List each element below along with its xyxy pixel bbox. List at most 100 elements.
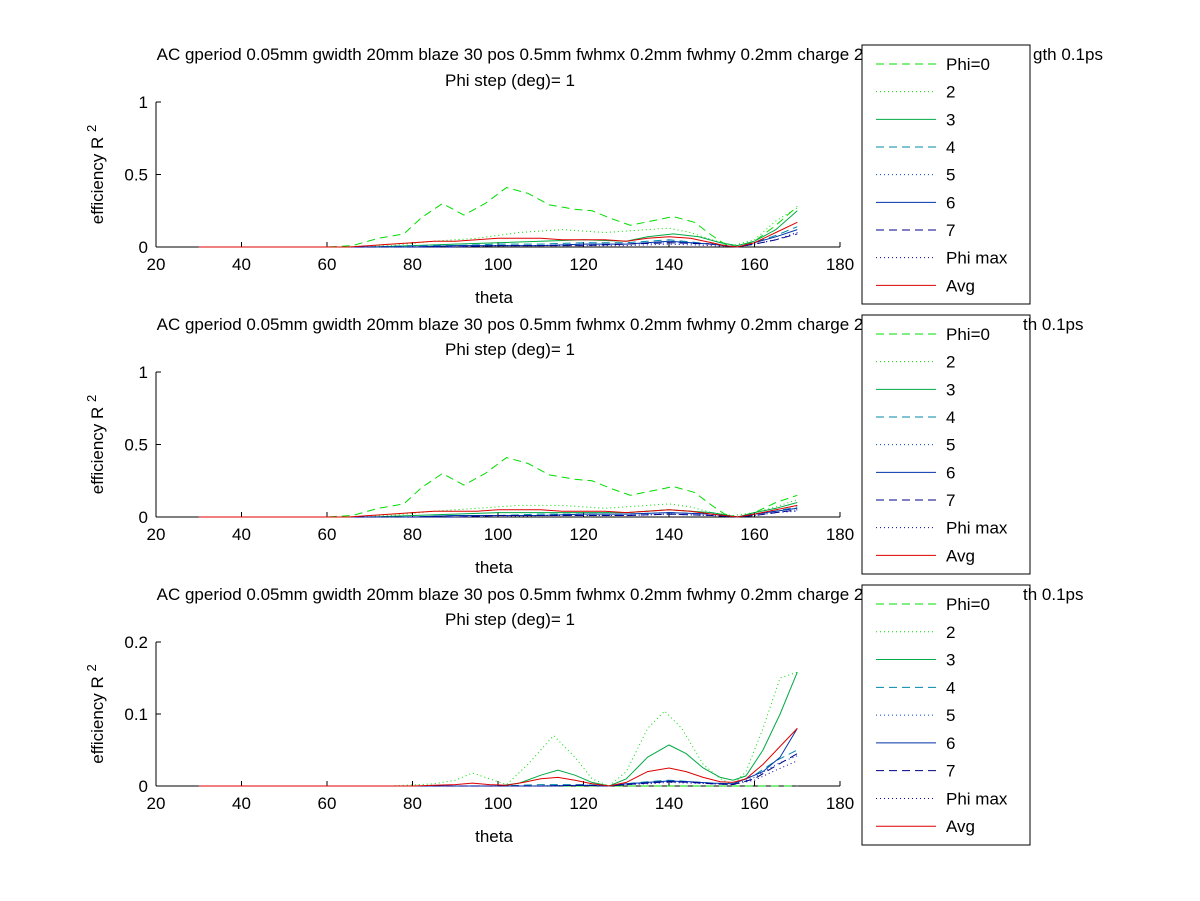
y-tick-label: 1: [139, 363, 148, 382]
legend-label: Avg: [946, 817, 975, 836]
legend-label: 5: [946, 436, 955, 455]
legend-label: 4: [946, 408, 955, 427]
y-axis-label: efficiency R 2: [84, 664, 107, 764]
x-tick-label: 100: [484, 794, 512, 813]
x-tick-label: 40: [232, 525, 251, 544]
series-line-6: [198, 233, 798, 248]
legend-label: 4: [946, 138, 955, 157]
x-tick-label: 60: [318, 255, 337, 274]
x-tick-label: 20: [147, 794, 166, 813]
legend-label: 7: [946, 491, 955, 510]
chart-title-tail: gth 0.1ps: [1033, 45, 1103, 64]
chart-panel-3: AC gperiod 0.05mm gwidth 20mm blaze 30 p…: [84, 584, 1084, 846]
y-tick-label: 0: [139, 238, 148, 257]
legend-label: Avg: [946, 546, 975, 565]
legend-label: 2: [946, 83, 955, 102]
x-tick-label: 20: [147, 525, 166, 544]
x-axis-label: theta: [475, 827, 513, 846]
series-line-7: [198, 510, 798, 518]
x-tick-label: 100: [484, 255, 512, 274]
legend-label: 7: [946, 762, 955, 781]
legend-label: 3: [946, 651, 955, 670]
legend-label: 3: [946, 380, 955, 399]
x-tick-label: 160: [740, 255, 768, 274]
x-tick-label: 180: [826, 794, 854, 813]
y-tick-label: 0: [139, 508, 148, 527]
legend-box: [861, 314, 1031, 575]
series-line-7: [198, 760, 798, 787]
chart-subtitle: Phi step (deg)= 1: [445, 71, 575, 90]
legend-label: 6: [946, 734, 955, 753]
chart-title: AC gperiod 0.05mm gwidth 20mm blaze 30 p…: [157, 45, 864, 64]
legend-label: 2: [946, 623, 955, 642]
series-line-3: [198, 749, 798, 787]
series-line-2: [198, 210, 798, 248]
series-line-0: [198, 457, 798, 518]
y-tick-label: 0: [139, 777, 148, 796]
x-tick-label: 40: [232, 255, 251, 274]
series-line-0: [198, 187, 798, 248]
x-tick-label: 20: [147, 255, 166, 274]
legend-label: 6: [946, 193, 955, 212]
chart-title-tail: th 0.1ps: [1023, 315, 1084, 334]
x-tick-label: 60: [318, 794, 337, 813]
series-line-7: [198, 232, 798, 248]
x-tick-label: 80: [403, 794, 422, 813]
y-tick-label: 0.5: [124, 166, 148, 185]
legend-label: 3: [946, 110, 955, 129]
y-axis-label: efficiency R 2: [84, 395, 107, 495]
chart-subtitle: Phi step (deg)= 1: [445, 340, 575, 359]
y-tick-label: 0.1: [124, 705, 148, 724]
legend-label: 7: [946, 221, 955, 240]
x-axis-label: theta: [475, 558, 513, 577]
series-line-1: [198, 499, 798, 518]
series-line-8: [198, 221, 798, 248]
legend-label: 4: [946, 678, 955, 697]
y-axis-label: efficiency R 2: [84, 125, 107, 225]
x-tick-label: 160: [740, 794, 768, 813]
x-tick-label: 120: [569, 525, 597, 544]
y-axis-label-text: efficiency R: [88, 402, 107, 494]
x-tick-label: 40: [232, 794, 251, 813]
y-tick-label: 1: [139, 93, 148, 112]
legend-label: 6: [946, 463, 955, 482]
series-line-2: [198, 502, 798, 518]
x-tick-label: 180: [826, 525, 854, 544]
chart-title: AC gperiod 0.05mm gwidth 20mm blaze 30 p…: [157, 315, 864, 334]
series-line-1: [198, 207, 798, 248]
y-axis-label-text: efficiency R: [88, 671, 107, 763]
legend-label: Phi=0: [946, 55, 990, 74]
x-tick-label: 160: [740, 525, 768, 544]
series-line-8: [198, 728, 798, 787]
legend-label: 2: [946, 353, 955, 372]
x-tick-label: 140: [655, 255, 683, 274]
legend-label: Phi max: [946, 789, 1008, 808]
y-tick-label: 0.2: [124, 633, 148, 652]
series-line-1: [198, 671, 798, 787]
series-line-8: [198, 504, 798, 518]
x-tick-label: 60: [318, 525, 337, 544]
legend-label: Phi max: [946, 519, 1008, 538]
chart-panel-2: AC gperiod 0.05mm gwidth 20mm blaze 30 p…: [84, 314, 1084, 577]
chart-subtitle: Phi step (deg)= 1: [445, 610, 575, 629]
x-tick-label: 140: [655, 794, 683, 813]
legend-label: 5: [946, 166, 955, 185]
x-tick-label: 140: [655, 525, 683, 544]
series-line-5: [198, 728, 798, 787]
legend-label: Phi=0: [946, 325, 990, 344]
series-line-2: [198, 672, 798, 787]
y-axis-label-superscript: 2: [84, 125, 99, 132]
chart-title-tail: th 0.1ps: [1023, 585, 1084, 604]
x-axis-label: theta: [475, 288, 513, 307]
y-axis-label-text: efficiency R: [88, 132, 107, 224]
y-axis-label-superscript: 2: [84, 664, 99, 671]
chart-panel-1: AC gperiod 0.05mm gwidth 20mm blaze 30 p…: [84, 44, 1103, 307]
x-tick-label: 120: [569, 255, 597, 274]
x-tick-label: 100: [484, 525, 512, 544]
x-tick-label: 120: [569, 794, 597, 813]
chart-title: AC gperiod 0.05mm gwidth 20mm blaze 30 p…: [157, 585, 864, 604]
legend-label: Phi max: [946, 249, 1008, 268]
legend-label: Avg: [946, 276, 975, 295]
legend-box: [861, 44, 1031, 305]
